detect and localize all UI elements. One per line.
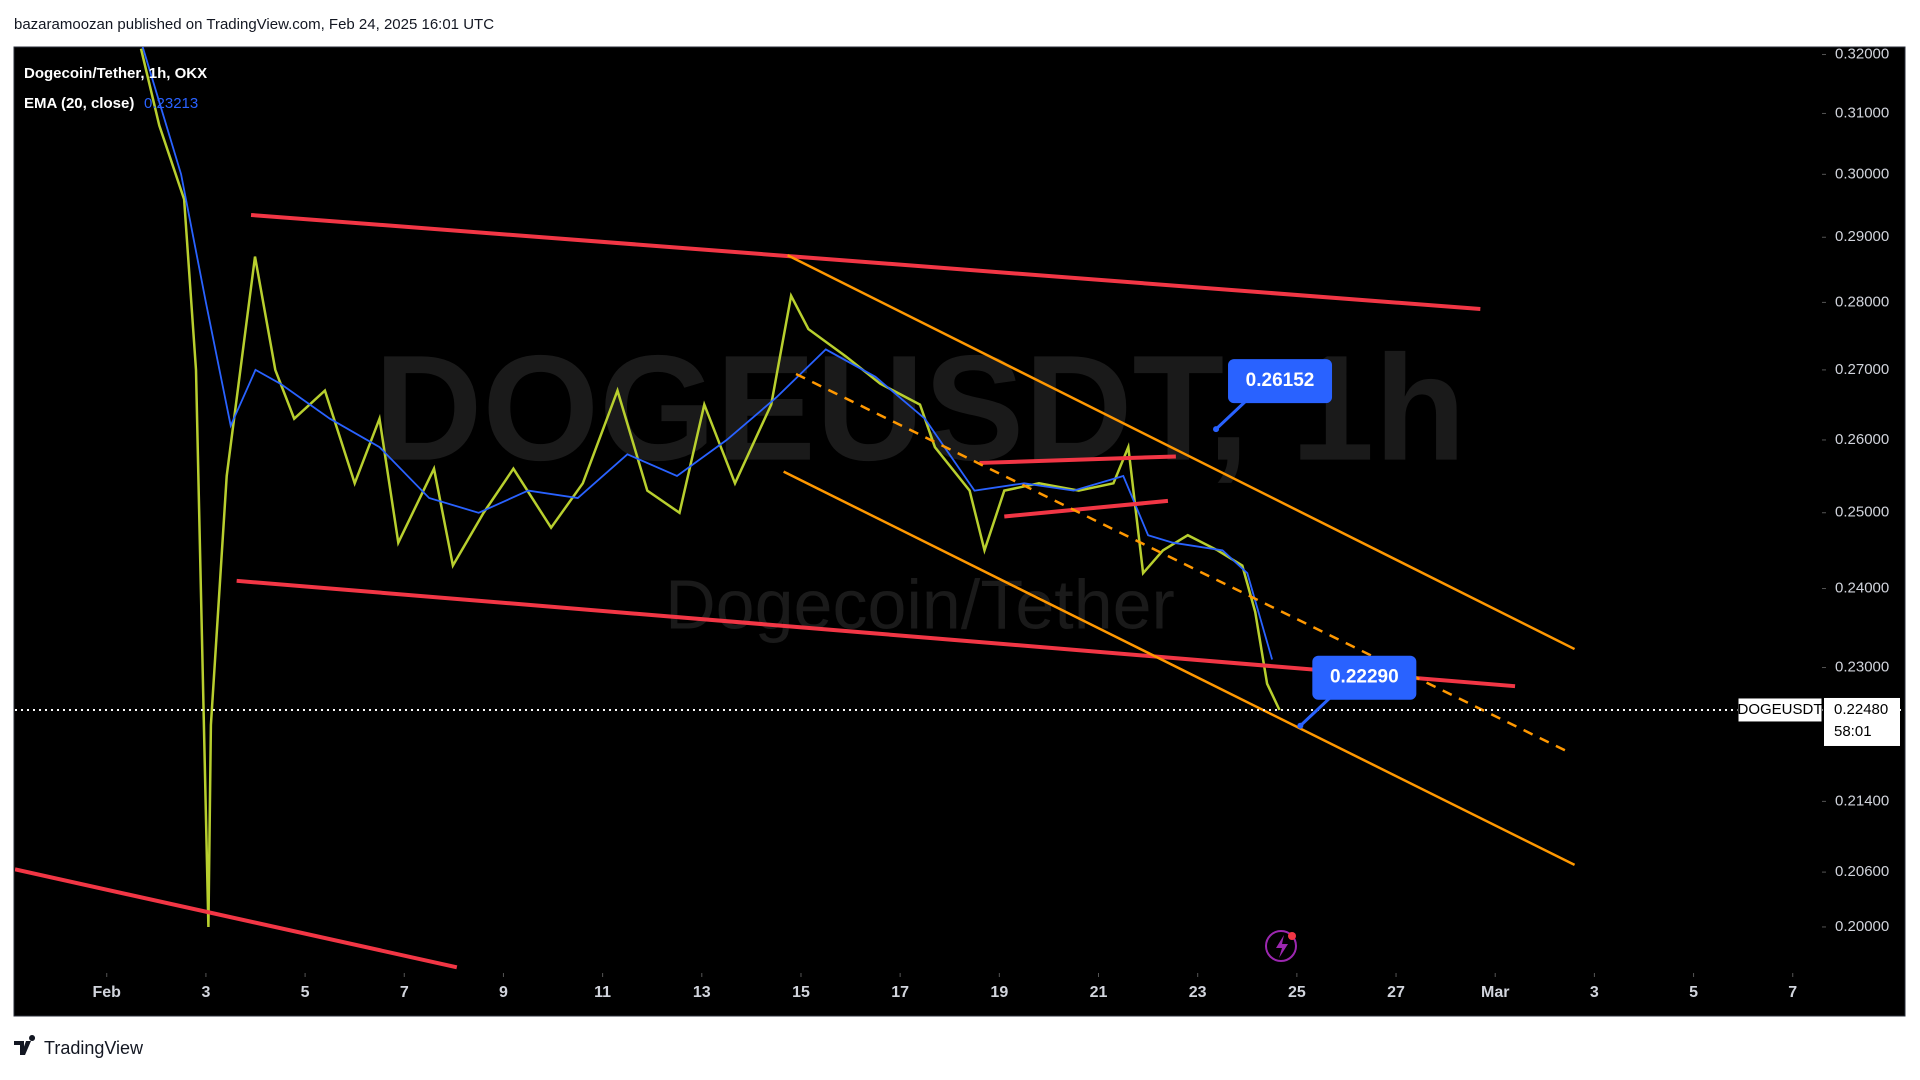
callout-box <box>1312 655 1417 700</box>
callout-anchor <box>1213 426 1220 433</box>
y-tick-label: 0.26000 <box>1835 431 1889 448</box>
watermark-name: Dogecoin/Tether <box>665 565 1175 643</box>
trend-line <box>979 454 1176 465</box>
trend-line <box>783 470 1576 867</box>
chart: DOGEUSDT, 1hDogecoin/Tether0.320000.3100… <box>15 45 1905 1001</box>
y-tick-label: 0.27000 <box>1835 361 1889 378</box>
callout-label: 0.26152 <box>1246 370 1315 391</box>
countdown-label: 58:01 <box>1834 723 1872 740</box>
symbol-label: DOGEUSDT <box>1737 701 1822 718</box>
legend-price: Dogecoin/Tether, 1h, OKX <box>24 65 207 82</box>
x-tick-label: 5 <box>301 984 310 1001</box>
x-tick-label: 9 <box>499 984 508 1001</box>
y-tick-label: 0.20600 <box>1835 863 1889 880</box>
trend-line <box>250 212 1481 312</box>
callout-label: 0.22290 <box>1330 667 1399 688</box>
x-tick-label: 25 <box>1288 984 1306 1001</box>
signal-bolt <box>1276 935 1288 958</box>
legend-ema-value: 0.23213 <box>144 95 198 112</box>
tradingview-logo <box>14 1035 36 1055</box>
x-tick-label: 23 <box>1189 984 1207 1001</box>
y-tick-label: 0.25000 <box>1835 504 1889 521</box>
x-tick-label: 27 <box>1387 984 1405 1001</box>
price-box <box>1824 697 1900 746</box>
x-tick-label: 11 <box>594 984 611 1001</box>
plot-area <box>15 47 1576 970</box>
x-tick-label: 3 <box>201 984 210 1001</box>
x-tick-label: 21 <box>1090 984 1108 1001</box>
signal-dot <box>1288 932 1296 940</box>
publisher-line: bazaramoozan published on TradingView.co… <box>14 16 494 33</box>
y-tick-label: 0.28000 <box>1835 293 1889 310</box>
x-tick-label: 15 <box>792 984 810 1001</box>
symbol-box <box>1737 697 1823 723</box>
y-tick-label: 0.24000 <box>1835 579 1889 596</box>
x-tick-label: 13 <box>693 984 711 1001</box>
y-tick-label: 0.31000 <box>1835 104 1889 121</box>
y-tick-label: 0.23000 <box>1835 658 1889 675</box>
y-tick-label: 0.21400 <box>1835 792 1889 809</box>
y-tick-label: 0.32000 <box>1835 45 1889 62</box>
x-tick-label: 5 <box>1689 984 1698 1001</box>
y-tick-label: 0.20000 <box>1835 918 1889 935</box>
x-tick-label: 3 <box>1590 984 1599 1001</box>
x-tick-label: 17 <box>891 984 909 1001</box>
x-tick-label: 7 <box>400 984 409 1001</box>
trend-line <box>1004 498 1169 519</box>
trend-line <box>15 867 458 970</box>
chart-frame <box>13 46 1906 1017</box>
y-tick-label: 0.30000 <box>1835 165 1889 182</box>
footer-brand: TradingView <box>44 1038 144 1058</box>
x-tick-label: 19 <box>990 984 1008 1001</box>
callout-box <box>1228 359 1333 404</box>
trend-line <box>236 578 1516 689</box>
y-tick-label: 0.29000 <box>1835 228 1889 245</box>
price-line <box>139 48 1281 928</box>
legend-ema: EMA (20, close) <box>24 95 134 112</box>
callout-anchor <box>1297 722 1304 729</box>
signal-icon <box>1265 930 1297 962</box>
x-tick-label: Feb <box>93 984 122 1001</box>
x-tick-label: 7 <box>1788 984 1797 1001</box>
trend-line <box>787 254 1576 651</box>
price-label: 0.22480 <box>1834 701 1888 718</box>
x-tick-label: Mar <box>1481 984 1509 1001</box>
